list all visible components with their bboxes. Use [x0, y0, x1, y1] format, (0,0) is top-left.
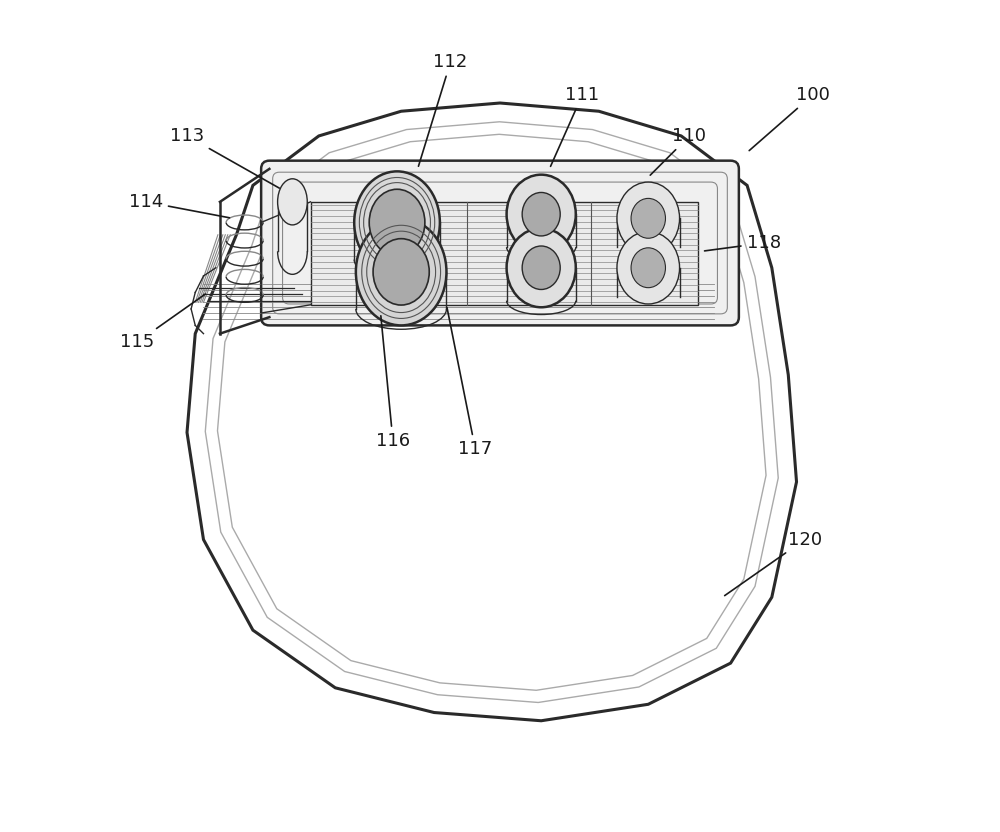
Ellipse shape: [631, 248, 665, 288]
Text: 100: 100: [749, 86, 830, 151]
Text: 120: 120: [725, 531, 822, 596]
Text: 111: 111: [551, 86, 599, 166]
Ellipse shape: [631, 198, 665, 238]
Text: 113: 113: [170, 127, 279, 188]
Bar: [311, 202, 698, 305]
Ellipse shape: [373, 239, 429, 305]
Ellipse shape: [354, 171, 440, 274]
Ellipse shape: [617, 182, 680, 255]
Text: 117: 117: [447, 308, 492, 458]
FancyBboxPatch shape: [261, 161, 739, 325]
Text: 114: 114: [129, 193, 230, 218]
Ellipse shape: [522, 192, 560, 236]
Text: 110: 110: [650, 127, 706, 176]
Ellipse shape: [507, 228, 576, 307]
Text: 112: 112: [418, 52, 468, 166]
Ellipse shape: [356, 218, 446, 325]
Text: 115: 115: [120, 294, 205, 351]
Text: 116: 116: [376, 316, 410, 450]
Ellipse shape: [617, 231, 680, 304]
Ellipse shape: [507, 175, 576, 254]
Text: 118: 118: [705, 234, 781, 252]
Ellipse shape: [522, 246, 560, 290]
Ellipse shape: [369, 189, 425, 255]
Ellipse shape: [278, 179, 307, 225]
